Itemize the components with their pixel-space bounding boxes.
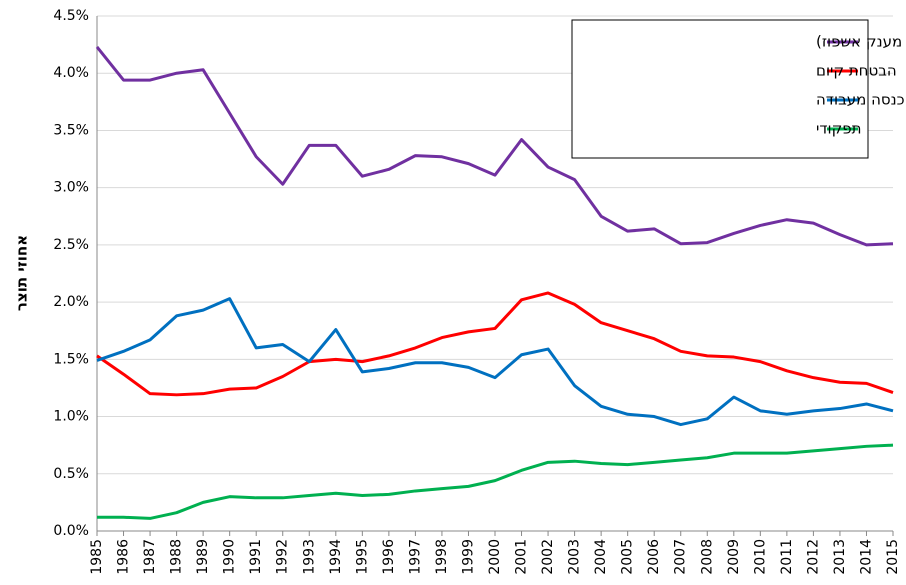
- x-tick-label: 2001: [514, 539, 530, 575]
- x-tick-label: 2008: [699, 539, 715, 575]
- x-tick-label: 1998: [434, 539, 450, 575]
- y-tick-label: 3.5%: [53, 122, 89, 138]
- x-tick-label: 2003: [567, 539, 583, 575]
- x-tick-label: 1999: [460, 539, 476, 575]
- x-tick-label: 2012: [805, 539, 821, 575]
- series-line: [96, 291, 894, 397]
- x-tick-label: 2002: [540, 539, 556, 575]
- series-line: [97, 443, 894, 520]
- x-tick-label: 1994: [328, 539, 344, 575]
- x-tick-label: 1989: [195, 539, 211, 575]
- x-tick-label: 1992: [275, 539, 291, 575]
- x-tick-label: 2005: [620, 539, 636, 575]
- x-tick-label: 2010: [752, 539, 768, 575]
- x-tick-label: 2000: [487, 539, 503, 575]
- legend-label: אוניברסלי (ללא מענק אשפוז): [816, 33, 906, 51]
- y-tick-label: 4.5%: [53, 8, 89, 24]
- legend-label: הבטחת קיום: [816, 62, 897, 80]
- x-tick-label: 1996: [381, 539, 397, 575]
- legend-box: [571, 19, 869, 159]
- y-tick-label: 3.0%: [53, 180, 89, 196]
- y-tick-label: 1.5%: [53, 351, 89, 367]
- y-tick-label: 0.0%: [53, 523, 89, 539]
- x-tick-label: 2004: [593, 539, 609, 575]
- legend-label: תפקודי: [816, 120, 862, 138]
- x-tick-label: 1988: [169, 539, 185, 575]
- x-tick-label: 1986: [116, 539, 132, 575]
- x-tick-label: 1991: [248, 539, 264, 575]
- x-tick-label: 2007: [673, 539, 689, 575]
- y-tick-label: 1.0%: [53, 409, 89, 425]
- x-tick-label: 2011: [779, 539, 795, 575]
- legend-label: מחליף הכנסה מעבודה: [816, 91, 906, 109]
- y-axis-label: אחוזי תוצר: [13, 235, 31, 311]
- x-tick-label: 1987: [142, 539, 158, 575]
- x-tick-label: 2014: [858, 539, 874, 575]
- series-line: [95, 45, 894, 247]
- x-tick-label: 1995: [354, 539, 370, 575]
- x-tick-label: 1990: [222, 539, 238, 575]
- series-line: [96, 297, 894, 427]
- y-tick-label: 0.5%: [53, 466, 89, 482]
- x-tick-label: 1993: [301, 539, 317, 575]
- x-tick-label: 2006: [646, 539, 662, 575]
- x-tick-label: 2013: [832, 539, 848, 575]
- x-tick-label: 2015: [885, 539, 901, 575]
- x-tick-label: 2009: [726, 539, 742, 575]
- x-tick-label: 1997: [407, 539, 423, 575]
- y-tick-label: 4.0%: [53, 65, 89, 81]
- x-tick-label: 1985: [89, 539, 105, 575]
- y-tick-label: 2.5%: [53, 237, 89, 253]
- y-tick-label: 2.0%: [53, 294, 89, 310]
